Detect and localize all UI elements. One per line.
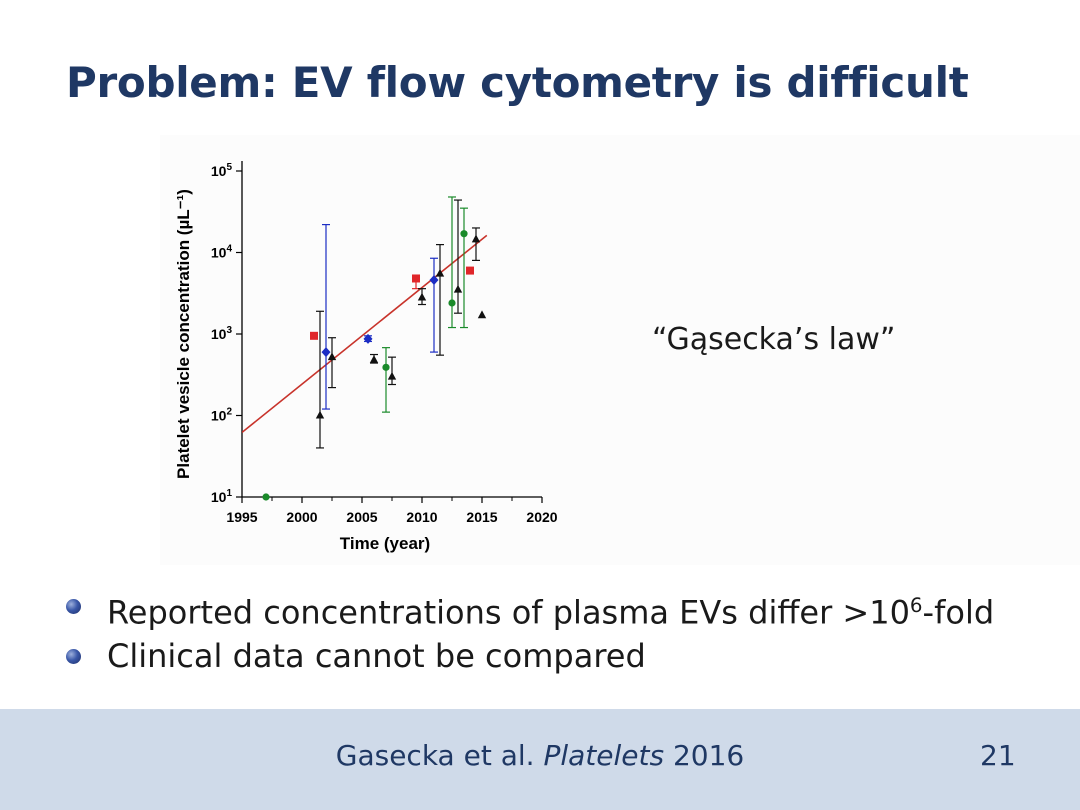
data-point-triangle — [435, 268, 445, 277]
data-point-diamond — [429, 274, 439, 285]
data-point-circle — [460, 230, 468, 238]
bullet-superscript: 6 — [909, 594, 923, 617]
y-tick-label: 101 — [211, 488, 233, 505]
bullet-dot-icon — [66, 599, 81, 614]
citation: Gasecka et al. Platelets 2016 — [0, 739, 1080, 772]
citation-year: 2016 — [672, 739, 745, 772]
y-tick-label: 103 — [211, 325, 233, 342]
bullet-list: Reported concentrations of plasma EVs di… — [66, 584, 994, 684]
x-tick-label: 2015 — [466, 509, 497, 525]
data-point-square — [466, 266, 474, 275]
bullet-text: Clinical data cannot be compared — [107, 637, 646, 675]
data-point-diamond — [363, 333, 373, 344]
data-point-triangle — [327, 352, 337, 361]
y-tick-label: 105 — [211, 162, 233, 179]
x-tick-label: 2010 — [406, 509, 437, 525]
x-axis-title: Time (year) — [340, 534, 430, 553]
data-point-triangle — [315, 410, 325, 419]
data-point-square — [412, 274, 420, 283]
citation-journal: Platelets — [543, 739, 665, 772]
trend-line — [242, 234, 488, 434]
y-tick-label: 104 — [211, 244, 233, 261]
data-point-triangle — [387, 371, 397, 380]
data-point-square — [310, 331, 318, 340]
data-point-triangle — [417, 292, 427, 301]
data-point-circle — [262, 493, 270, 501]
footer-bar — [0, 709, 1080, 810]
law-quote: “Gąsecka’s law” — [652, 322, 896, 357]
data-point-triangle — [477, 310, 487, 319]
data-point-circle — [382, 363, 390, 371]
data-point-diamond — [321, 347, 331, 358]
slide-title: Problem: EV flow cytometry is difficult — [66, 58, 969, 107]
page-number: 21 — [980, 739, 1016, 772]
data-point-circle — [448, 299, 456, 307]
y-axis-title: Platelet vesicle concentration (µL⁻¹) — [174, 189, 193, 479]
data-point-triangle — [453, 284, 463, 293]
chart-panel — [160, 135, 1080, 565]
data-point-triangle — [471, 234, 481, 243]
bullet-suffix: -fold — [922, 593, 995, 632]
data-point-triangle — [369, 355, 379, 363]
x-tick-label: 2020 — [526, 509, 557, 525]
y-tick-label: 102 — [211, 407, 233, 424]
bullet-item: Reported concentrations of plasma EVs di… — [66, 584, 994, 634]
x-tick-label: 2000 — [286, 509, 317, 525]
x-tick-label: 2005 — [346, 509, 377, 525]
bullet-text: Reported concentrations of plasma EVs di… — [107, 593, 910, 632]
bullet-dot-icon — [66, 649, 81, 664]
x-tick-label: 1995 — [226, 509, 257, 525]
concentration-chart: 1995 2000 2005 2010 2015 2020 101 102 103 104 105 T… — [174, 161, 558, 553]
bullet-item: Clinical data cannot be compared — [66, 634, 994, 684]
citation-authors: Gasecka et al. — [335, 739, 535, 772]
